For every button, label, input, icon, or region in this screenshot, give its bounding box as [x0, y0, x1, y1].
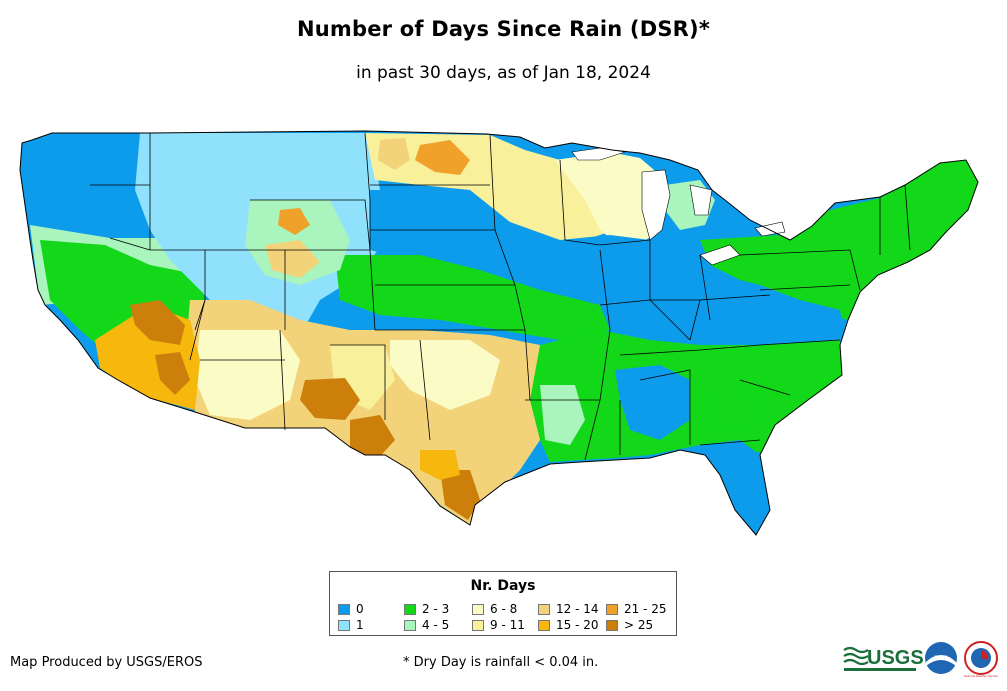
legend-label: 6 - 8	[490, 602, 518, 616]
state-boundaries	[90, 132, 911, 461]
map-subtitle: in past 30 days, as of Jan 18, 2024	[356, 63, 651, 83]
legend-label: 15 - 20	[556, 618, 599, 632]
usgs-logo: USGS	[843, 646, 924, 671]
legend-label: 21 - 25	[624, 602, 667, 616]
legend: Nr. Days 0 1 2 - 3 4 - 5 6 - 8 9 - 11 12…	[329, 571, 677, 636]
nws-logo-text: National Weather Service	[964, 674, 998, 678]
dry-day-footnote: * Dry Day is rainfall < 0.04 in.	[403, 655, 599, 670]
legend-label: 9 - 11	[490, 618, 525, 632]
legend-title: Nr. Days	[470, 578, 536, 594]
map-credit: Map Produced by USGS/EROS	[10, 655, 203, 670]
noaa-logo: noaa	[925, 642, 957, 674]
legend-item-21-25: 21 - 25	[606, 602, 667, 616]
legend-label: 0	[356, 602, 364, 616]
conus-dsr-map	[19, 130, 979, 536]
legend-swatch	[404, 620, 416, 631]
usgs-logo-text: USGS	[867, 647, 924, 669]
legend-item-0: 0	[338, 602, 364, 616]
legend-label: 12 - 14	[556, 602, 599, 616]
legend-swatch	[606, 604, 618, 615]
map-title: Number of Days Since Rain (DSR)*	[296, 17, 711, 41]
legend-swatch	[538, 620, 550, 631]
agency-logos: USGS noaa National Weather Service	[843, 641, 998, 678]
legend-swatch	[538, 604, 550, 615]
legend-item-gt-25: > 25	[606, 618, 653, 632]
legend-item-4-5: 4 - 5	[404, 618, 449, 632]
legend-swatch	[338, 620, 350, 631]
legend-label: 2 - 3	[422, 602, 450, 616]
legend-label: 4 - 5	[422, 618, 450, 632]
legend-item-6-8: 6 - 8	[472, 602, 517, 616]
legend-swatch	[338, 604, 350, 615]
legend-swatch	[472, 604, 484, 615]
legend-swatch	[404, 604, 416, 615]
nws-logo: National Weather Service	[964, 641, 998, 678]
legend-item-9-11: 9 - 11	[472, 618, 525, 632]
great-lakes	[571, 147, 786, 266]
legend-swatch	[472, 620, 484, 631]
dsr-regions	[20, 131, 978, 535]
legend-item-15-20: 15 - 20	[538, 618, 599, 632]
legend-item-1: 1	[338, 618, 364, 632]
legend-swatch	[606, 620, 618, 631]
legend-label: 1	[356, 618, 364, 632]
legend-item-12-14: 12 - 14	[538, 602, 599, 616]
legend-item-2-3: 2 - 3	[404, 602, 449, 616]
noaa-logo-text: noaa	[934, 655, 948, 661]
legend-label: > 25	[624, 618, 654, 632]
